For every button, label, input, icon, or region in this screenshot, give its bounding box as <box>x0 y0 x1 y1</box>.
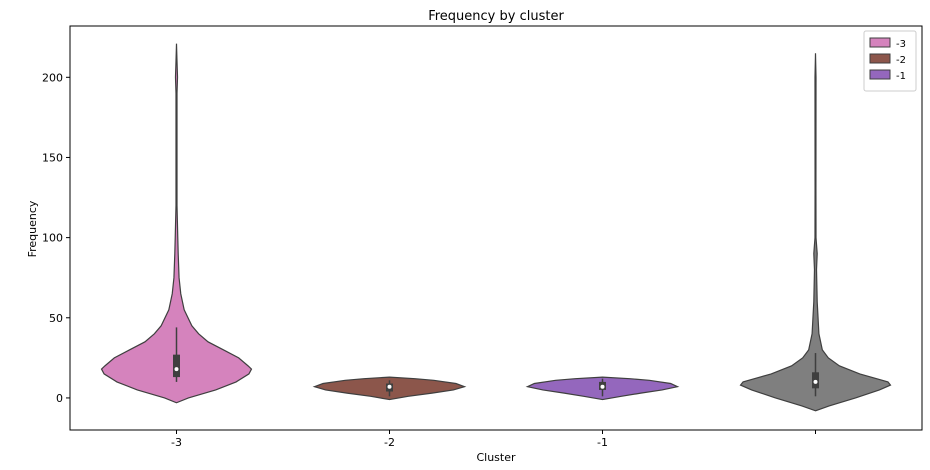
violin-median <box>174 367 179 372</box>
y-tick-label: 100 <box>42 232 63 245</box>
violin-median <box>813 379 818 384</box>
axes-layer: 0 50 100 150 200 -3 -2 -1 <box>42 25 923 449</box>
legend-swatch <box>869 37 891 48</box>
violin-box <box>173 354 180 378</box>
x-tick-label: -3 <box>171 436 182 449</box>
violin-body <box>100 43 253 404</box>
legend: -3 -2 -1 <box>863 30 917 92</box>
y-axis-label: Frequency <box>26 200 39 257</box>
legend-swatch <box>869 53 891 64</box>
legend-label: -1 <box>896 71 906 82</box>
legend-label: -2 <box>896 55 906 66</box>
plot-frame <box>69 25 923 431</box>
x-axis-label: Cluster <box>476 451 516 464</box>
legend-label: -3 <box>896 39 906 50</box>
y-tick-label: 150 <box>42 151 63 164</box>
x-tick-label: -1 <box>597 436 608 449</box>
violin-median <box>387 384 392 389</box>
y-tick-label: 50 <box>49 312 63 325</box>
y-tick-label: 200 <box>42 71 63 84</box>
x-tick-label: -2 <box>384 436 395 449</box>
violins-layer <box>100 43 892 412</box>
legend-swatch <box>869 69 891 80</box>
chart-title: Frequency by cluster <box>428 9 564 24</box>
violin-median <box>600 384 605 389</box>
y-tick-label: 0 <box>56 392 63 405</box>
violin-body <box>739 53 892 412</box>
